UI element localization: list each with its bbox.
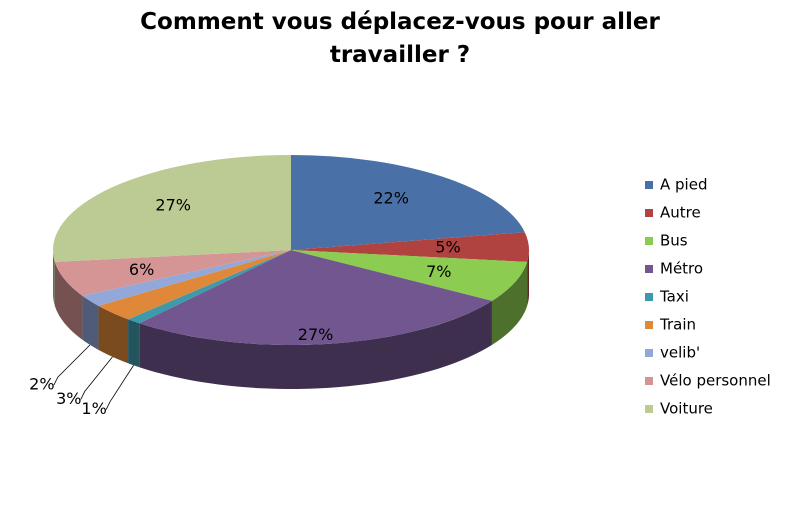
- data-label: 1%: [81, 399, 106, 418]
- pie-slice-side: [82, 295, 99, 350]
- legend-swatch: [645, 237, 653, 245]
- pie-labels: 22% 5% 7% 27% 1%3%2% 6% 27%: [29, 188, 461, 418]
- legend-label: Voiture: [660, 400, 713, 418]
- pie-slice-side: [491, 261, 528, 345]
- data-label: 27%: [298, 325, 334, 344]
- pie-slice: [52, 155, 291, 262]
- pie-slice: [291, 232, 529, 262]
- pie-slice: [98, 250, 292, 320]
- data-label: 3%: [56, 389, 81, 408]
- pie-slice: [128, 250, 291, 324]
- legend-swatch: [645, 377, 653, 385]
- legend-label: Taxi: [659, 288, 689, 306]
- legend-swatch: [645, 181, 653, 189]
- legend-label: Bus: [660, 232, 688, 250]
- legend-label: Train: [659, 316, 696, 334]
- pie-slice: [54, 250, 291, 296]
- pie-slice-side: [98, 305, 129, 364]
- legend-label: A pied: [660, 176, 707, 194]
- legend-label: Vélo personnel: [660, 372, 771, 390]
- data-label: 2%: [29, 375, 54, 394]
- data-label: 5%: [435, 237, 460, 256]
- pie-slice-side: [128, 319, 140, 368]
- pie-walls: [53, 250, 529, 389]
- pie-slice: [291, 155, 525, 250]
- pie-slice: [291, 250, 528, 301]
- chart-title: Comment vous déplacez-vous pour aller tr…: [140, 9, 660, 68]
- data-label: 22%: [373, 188, 409, 207]
- leader-line: [53, 344, 91, 386]
- leader-line: [105, 365, 134, 410]
- legend-label: Autre: [660, 204, 701, 222]
- pie-top: [52, 155, 529, 345]
- data-label: 27%: [155, 196, 191, 215]
- legend-swatch: [645, 265, 653, 273]
- leader-line: [80, 356, 113, 400]
- data-label: 7%: [426, 262, 451, 281]
- pie-slice-side: [139, 300, 492, 389]
- legend-swatch: [645, 209, 653, 217]
- pie-slice-side: [527, 250, 529, 306]
- pie-slice: [139, 250, 492, 345]
- legend-label: velib': [660, 344, 700, 362]
- legend-swatch: [645, 293, 653, 301]
- pie-slice-side: [53, 250, 55, 306]
- legend-label: Métro: [660, 260, 703, 278]
- legend-swatch: [645, 405, 653, 413]
- legend-swatch: [645, 349, 653, 357]
- data-label: 6%: [129, 260, 154, 279]
- pie-slice-side: [54, 261, 83, 340]
- pie-slice: [82, 250, 291, 306]
- legend-swatch: [645, 321, 653, 329]
